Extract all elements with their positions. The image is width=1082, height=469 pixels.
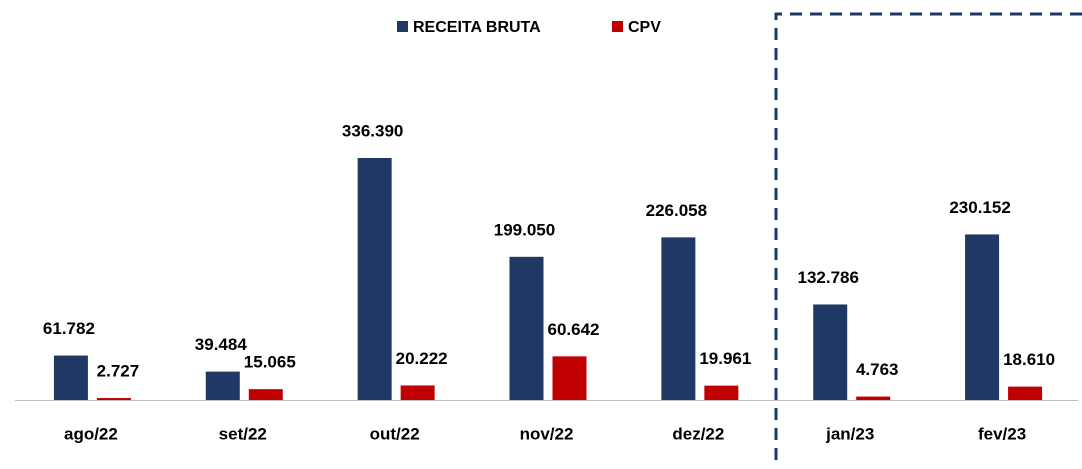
x-tick-label: jan/23 xyxy=(825,424,874,443)
bar xyxy=(813,304,848,400)
bar xyxy=(248,389,283,400)
legend-swatch xyxy=(397,21,408,32)
data-label: 199.050 xyxy=(494,220,555,239)
data-label: 61.782 xyxy=(43,319,95,338)
x-tick-label: set/22 xyxy=(219,424,267,443)
bar xyxy=(1008,386,1043,400)
bar xyxy=(509,256,544,400)
bar xyxy=(53,355,88,400)
bar xyxy=(856,396,891,400)
bar xyxy=(96,398,131,400)
legend-label: CPV xyxy=(628,19,661,36)
data-label: 230.152 xyxy=(949,198,1010,217)
bar xyxy=(965,234,1000,400)
x-tick-label: dez/22 xyxy=(672,424,724,443)
legend-swatch xyxy=(612,21,623,32)
data-label: 336.390 xyxy=(342,121,403,140)
data-label: 19.961 xyxy=(699,349,751,368)
data-label: 2.727 xyxy=(97,362,140,381)
x-tick-label: ago/22 xyxy=(64,424,118,443)
bar xyxy=(704,385,739,400)
data-label: 4.763 xyxy=(856,360,899,379)
bar xyxy=(205,371,240,400)
bar xyxy=(552,356,587,400)
x-tick-label: fev/23 xyxy=(978,424,1026,443)
bar xyxy=(400,385,435,400)
data-label: 39.484 xyxy=(195,335,248,354)
data-label: 132.786 xyxy=(797,268,858,287)
bar xyxy=(661,237,696,400)
data-label: 20.222 xyxy=(396,349,448,368)
forecast-divider xyxy=(774,12,1082,460)
x-tick-label: nov/22 xyxy=(520,424,574,443)
data-label: 18.610 xyxy=(1003,350,1055,369)
x-tick-label: out/22 xyxy=(370,424,420,443)
data-label: 60.642 xyxy=(548,320,600,339)
bar xyxy=(357,158,392,400)
legend-label: RECEITA BRUTA xyxy=(413,19,541,36)
data-label: 15.065 xyxy=(244,353,296,372)
data-label: 226.058 xyxy=(646,201,707,220)
